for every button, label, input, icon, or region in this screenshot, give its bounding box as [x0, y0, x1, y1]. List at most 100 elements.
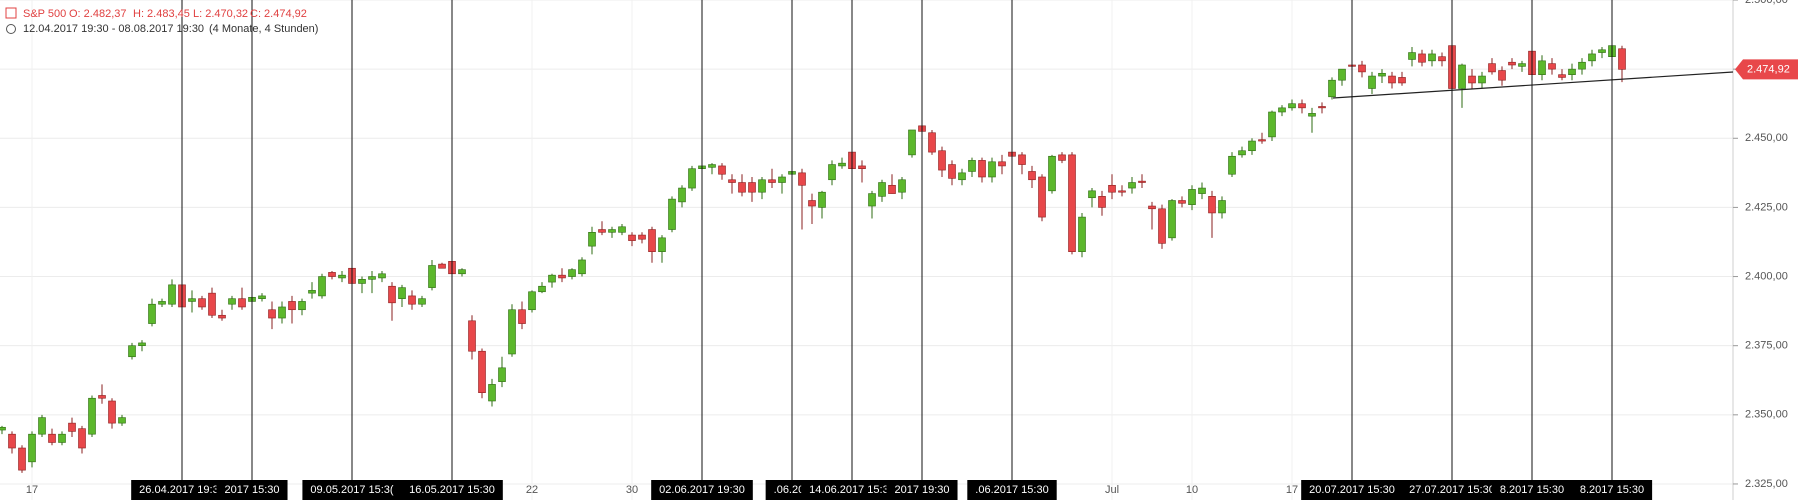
candles — [0, 22, 1626, 473]
candle-body — [1538, 60, 1546, 75]
y-tick-label: 2.325,00 — [1745, 478, 1788, 490]
marker-label-bg — [886, 480, 958, 500]
price-tag-bg — [1735, 59, 1798, 80]
candle-body — [768, 179, 776, 183]
duration: (4 Monate, 4 Stunden) — [209, 23, 318, 35]
candle-body — [688, 168, 696, 189]
candle-body — [118, 417, 126, 424]
x-tick-label: 17 — [1286, 484, 1298, 496]
candle-body — [1278, 107, 1286, 113]
candle-body — [648, 229, 656, 252]
candle-body — [1158, 208, 1166, 244]
candle-body — [18, 447, 26, 471]
marker-label-bg — [216, 480, 288, 500]
grid — [0, 0, 1733, 500]
candle-body — [518, 309, 526, 324]
y-tick-label: 2.400,00 — [1745, 270, 1788, 282]
candle-body — [1498, 70, 1506, 81]
marker-label-bg — [967, 480, 1057, 500]
candle-body — [568, 269, 576, 277]
candle-body — [1298, 103, 1306, 109]
candle-body — [1338, 68, 1346, 81]
candle-body — [638, 234, 646, 240]
candle-body — [308, 290, 316, 294]
candle-body — [1108, 184, 1116, 193]
candle-body — [838, 162, 846, 167]
symbol: S&P 500 — [23, 8, 66, 20]
candle-body — [538, 285, 546, 293]
candle-body — [628, 234, 636, 241]
candle-body — [1018, 154, 1026, 165]
candle-body — [1408, 52, 1416, 60]
candle-body — [978, 160, 986, 178]
candle-body — [928, 132, 936, 153]
candle-body — [1228, 155, 1236, 175]
candle-body — [1208, 196, 1216, 214]
candle-body — [1098, 196, 1106, 208]
candle-body — [1258, 139, 1266, 142]
candle-body — [1048, 155, 1056, 192]
marker-label: 8.2017 15:30 — [1580, 484, 1644, 496]
candle-body — [758, 179, 766, 193]
candle-body — [1548, 63, 1556, 70]
candle-body — [1198, 187, 1206, 194]
markers: 26.04.2017 19:30 2017 15:30 09.05.2017 15:… — [131, 0, 1653, 500]
marker-label: 09.05.2017 15:3( — [310, 484, 394, 496]
candle-body — [1578, 61, 1586, 70]
marker-label: .06.201 — [774, 484, 811, 496]
candle-body — [228, 298, 236, 305]
candle-body — [148, 303, 156, 324]
x-tick-label: 10 — [1186, 484, 1198, 496]
date-range: 12.04.2017 19:30 - 08.08.2017 19:30 — [23, 23, 204, 35]
candle-body — [88, 397, 96, 435]
marker-label-bg — [401, 480, 503, 500]
candle-body — [478, 350, 486, 393]
marker-label-bg — [1401, 480, 1503, 500]
candle-body — [1368, 75, 1376, 89]
candle-body — [1588, 53, 1596, 62]
candle-body — [388, 285, 396, 304]
y-tick-label: 2.375,00 — [1745, 340, 1788, 352]
candle-body — [198, 298, 206, 308]
close-value: C: 2.474,92 — [250, 8, 307, 20]
candle-body — [1168, 200, 1176, 239]
candle-body — [948, 164, 956, 179]
candle-body — [778, 176, 786, 183]
candle-body — [1178, 200, 1186, 204]
candle-body — [528, 291, 536, 311]
marker-label-bg — [1571, 480, 1653, 500]
candle-body — [408, 295, 416, 305]
candle-body — [458, 269, 466, 275]
candle-body — [1488, 63, 1496, 73]
candle-body — [498, 367, 506, 382]
candle-body — [278, 306, 286, 319]
candle-body — [908, 129, 916, 156]
candle-body — [998, 161, 1006, 167]
candle-body — [718, 165, 726, 175]
low-value: L: 2.470,32 — [193, 8, 248, 20]
marker-label: 20.07.2017 15:30 — [1309, 484, 1395, 496]
candle-body — [548, 274, 556, 283]
candle-body — [238, 298, 246, 308]
candle-body — [338, 274, 346, 279]
candle-body — [728, 179, 736, 183]
candle-body — [1268, 111, 1276, 138]
candle-body — [28, 433, 36, 463]
x-tick-label: 17 — [26, 484, 38, 496]
candle-body — [678, 187, 686, 203]
marker-label-bg — [651, 480, 753, 500]
candle-body — [1598, 49, 1606, 53]
candle-body — [268, 309, 276, 319]
candle-body — [508, 309, 516, 355]
symbol-icon — [5, 7, 17, 19]
candle-body — [298, 301, 306, 311]
candle-body — [1388, 75, 1396, 84]
price-tag: 2.474,92 — [1747, 63, 1790, 75]
candle-body — [58, 433, 66, 443]
candle-body — [318, 276, 326, 297]
marker-label-bg — [1301, 480, 1403, 500]
candle-body — [1188, 189, 1196, 205]
candle-body — [1078, 216, 1086, 252]
y-tick-label: 2.425,00 — [1745, 201, 1788, 213]
